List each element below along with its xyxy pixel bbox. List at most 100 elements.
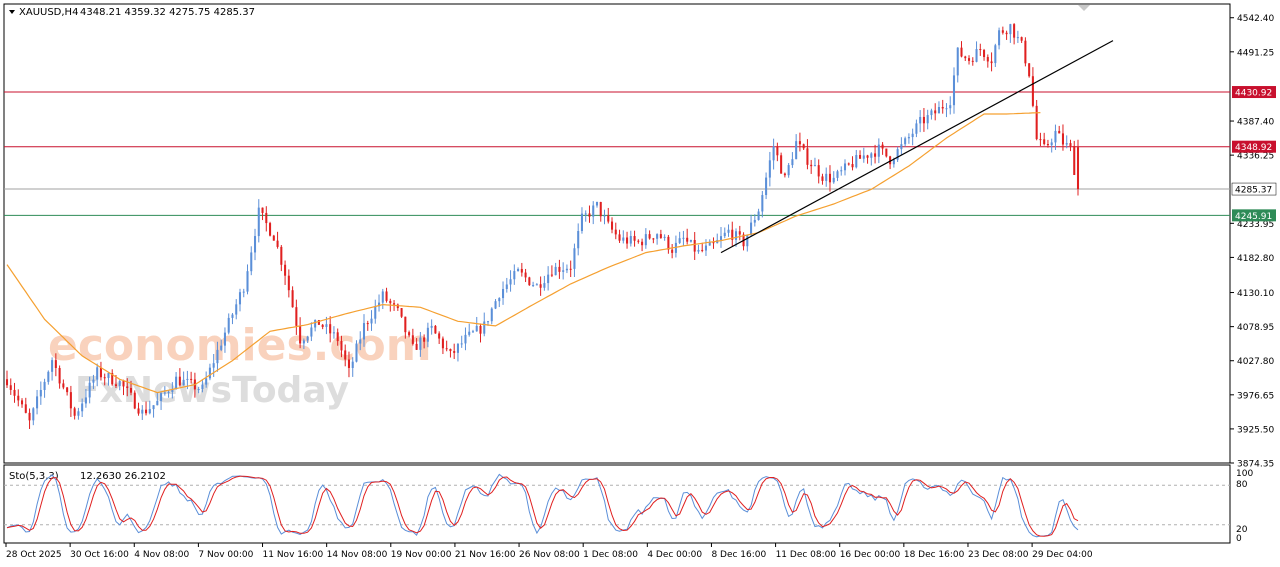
candle-66 <box>253 228 257 261</box>
candle-body-213 <box>806 148 809 165</box>
candle-body-25 <box>99 367 102 378</box>
candle-277 <box>1046 139 1049 148</box>
candle-204 <box>772 138 775 170</box>
candle-250 <box>945 103 948 118</box>
candle-body-141 <box>535 284 538 286</box>
candle-body-46 <box>178 376 181 386</box>
candle-body-255 <box>964 56 967 59</box>
candle-23 <box>92 374 95 390</box>
stoch-level-100: 100 <box>1236 469 1253 479</box>
candle-body-279 <box>1054 130 1057 143</box>
candle-261 <box>986 54 989 68</box>
candle-166 <box>629 230 632 247</box>
candle-57 <box>220 339 223 352</box>
resistance-1-label: 4348.92 <box>1235 143 1272 153</box>
candle-body-170 <box>644 234 647 246</box>
candle-body-233 <box>881 144 884 149</box>
candles[interactable] <box>5 23 1080 429</box>
candle-28 <box>111 369 114 386</box>
candle-body-68 <box>261 207 264 213</box>
time-axis: 28 Oct 2025 30 Oct 16:00 4 Nov 08:00 7 Nov … <box>5 543 1093 560</box>
candle-74 <box>284 260 287 285</box>
candle-body-91 <box>347 359 350 368</box>
candle-193 <box>731 221 734 246</box>
candle-31 <box>122 379 125 396</box>
candle-body-74 <box>284 264 287 276</box>
candle-body-215 <box>813 165 816 167</box>
candle-body-222 <box>840 170 843 172</box>
candle-262 <box>990 52 993 72</box>
candle-156 <box>592 201 595 225</box>
candle-77 <box>295 299 298 335</box>
candle-4 <box>21 398 24 408</box>
candle-body-79 <box>302 340 305 344</box>
candle-body-69 <box>265 212 268 224</box>
candle-151 <box>573 243 576 277</box>
candle-72 <box>276 231 279 249</box>
candle-149 <box>565 264 568 274</box>
trendline-layer[interactable] <box>720 40 1114 254</box>
candle-body-140 <box>532 285 535 287</box>
candle-body-88 <box>336 332 339 342</box>
x-tick-label-10: 4 Dec 00:00 <box>647 550 702 560</box>
candle-138 <box>524 268 527 283</box>
candle-body-228 <box>862 155 865 159</box>
candle-body-146 <box>554 266 557 276</box>
candle-225 <box>851 156 854 171</box>
y-tick-label-10: 3925.50 <box>1237 425 1274 435</box>
candle-159 <box>603 209 606 225</box>
candle-body-26 <box>103 377 106 379</box>
candle-114 <box>434 324 437 334</box>
candle-body-132 <box>502 288 505 299</box>
candle-body-181 <box>686 237 689 242</box>
candle-89 <box>340 335 343 358</box>
candle-body-12 <box>51 360 54 372</box>
candle-239 <box>904 136 907 147</box>
candle-body-240 <box>907 137 910 139</box>
candle-body-142 <box>539 284 542 288</box>
main-panel[interactable] <box>3 3 1231 464</box>
candle-209 <box>791 152 794 168</box>
x-tick-label-15: 23 Dec 08:00 <box>968 550 1029 560</box>
candle-body-40 <box>156 400 159 406</box>
candle-body-2 <box>13 389 16 396</box>
candle-body-96 <box>366 323 369 325</box>
candle-body-111 <box>423 337 426 342</box>
candle-90 <box>344 344 347 367</box>
candle-232 <box>877 138 880 164</box>
candle-body-138 <box>524 272 527 278</box>
dropdown-arrow-icon[interactable] <box>9 10 15 14</box>
candle-17 <box>69 385 72 417</box>
candle-body-242 <box>915 123 918 134</box>
candle-99 <box>378 294 381 312</box>
candle-284 <box>1073 140 1076 176</box>
candle-253 <box>956 47 959 83</box>
candle-body-86 <box>329 324 332 334</box>
candle-body-41 <box>160 393 163 401</box>
candle-238 <box>900 137 903 156</box>
candle-185 <box>701 242 704 253</box>
candle-47 <box>182 371 185 386</box>
candle-285 <box>1076 139 1080 196</box>
candle-body-220 <box>832 177 835 183</box>
indicator-panel[interactable] <box>3 464 1231 544</box>
x-tick-label-8: 26 Nov 08:00 <box>519 550 580 560</box>
candle-body-7 <box>32 408 35 421</box>
candle-51 <box>197 386 200 394</box>
candle-96 <box>366 320 369 331</box>
candle-body-14 <box>58 368 61 384</box>
candle-body-103 <box>393 303 396 305</box>
candle-body-77 <box>295 307 298 326</box>
candle-160 <box>607 207 610 224</box>
candle-body-254 <box>960 47 963 57</box>
candle-body-274 <box>1035 105 1038 140</box>
candle-body-61 <box>235 304 238 315</box>
candle-body-230 <box>870 153 873 158</box>
candle-body-200 <box>757 211 760 220</box>
candle-body-179 <box>678 238 681 243</box>
candle-body-15 <box>62 383 65 388</box>
candle-body-261 <box>986 57 989 62</box>
candle-71 <box>272 234 275 241</box>
candle-body-1 <box>9 385 12 390</box>
